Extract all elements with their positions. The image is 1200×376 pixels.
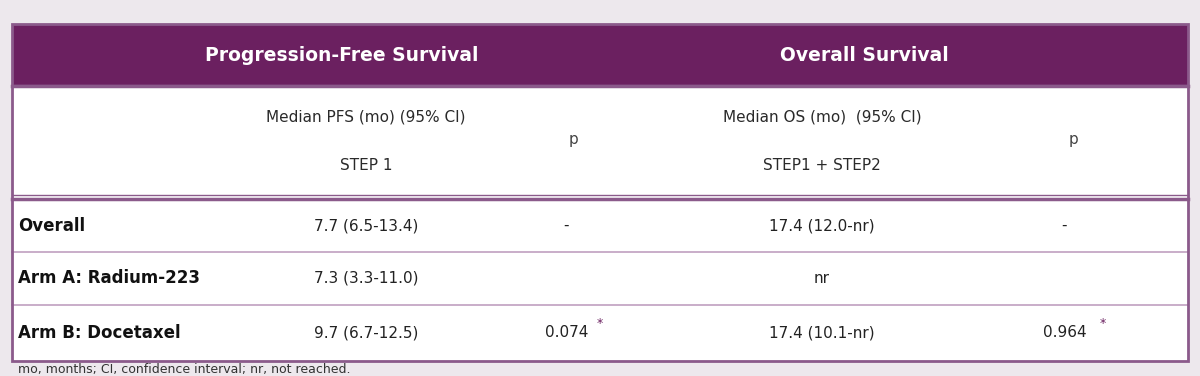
Text: 7.7 (6.5-13.4): 7.7 (6.5-13.4) [314, 218, 418, 233]
Text: p: p [1069, 132, 1079, 147]
Text: Median OS (mo)  (95% CI): Median OS (mo) (95% CI) [722, 109, 922, 124]
Bar [12, 24, 1188, 361]
Text: Overall Survival: Overall Survival [780, 46, 948, 65]
Text: mo, months; CI, confidence interval; nr, not reached.: mo, months; CI, confidence interval; nr,… [18, 363, 350, 376]
Text: Overall: Overall [18, 217, 85, 235]
Text: 0.964: 0.964 [1043, 325, 1086, 340]
Text: 17.4 (10.1-nr): 17.4 (10.1-nr) [769, 325, 875, 340]
Text: -: - [1062, 218, 1067, 233]
Text: Arm A: Radium-223: Arm A: Radium-223 [18, 269, 200, 287]
Text: *: * [1099, 317, 1106, 330]
Bar [12, 24, 1188, 86]
Text: 0.074: 0.074 [545, 325, 588, 340]
Text: 7.3 (3.3-11.0): 7.3 (3.3-11.0) [313, 271, 419, 286]
Text: Median PFS (mo) (95% CI): Median PFS (mo) (95% CI) [266, 109, 466, 124]
Bar [12, 24, 1188, 361]
Text: p: p [569, 132, 578, 147]
Text: nr: nr [814, 271, 830, 286]
Text: *: * [596, 317, 604, 330]
Text: Arm B: Docetaxel: Arm B: Docetaxel [18, 324, 181, 342]
Text: 17.4 (12.0-nr): 17.4 (12.0-nr) [769, 218, 875, 233]
Text: Progression-Free Survival: Progression-Free Survival [205, 46, 479, 65]
Bar [12, 86, 1188, 361]
Text: STEP1 + STEP2: STEP1 + STEP2 [763, 158, 881, 173]
Text: STEP 1: STEP 1 [340, 158, 392, 173]
Text: -: - [564, 218, 569, 233]
Text: 9.7 (6.7-12.5): 9.7 (6.7-12.5) [314, 325, 418, 340]
